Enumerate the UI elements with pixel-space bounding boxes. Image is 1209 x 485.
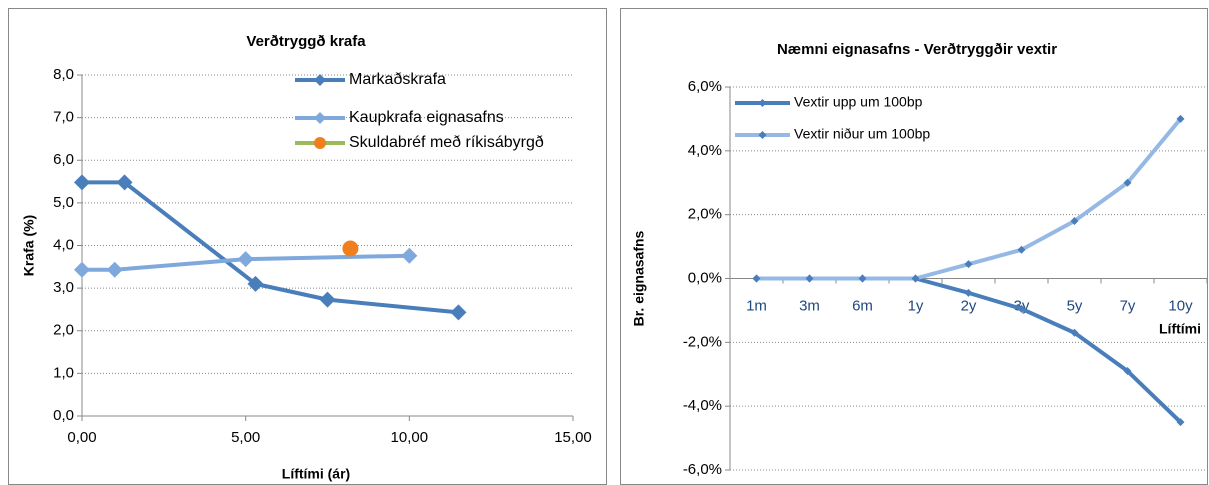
series-line <box>82 253 410 272</box>
marker <box>247 275 264 292</box>
x-axis-label: Líftími <box>1159 321 1201 337</box>
y-tick-label: 3,0 <box>53 279 74 296</box>
legend-marker <box>314 74 326 86</box>
legend-marker <box>314 112 326 124</box>
legend-label: Vextir upp um 100bp <box>794 94 923 110</box>
y-tick-label: 2,0 <box>53 322 74 339</box>
x-tick-label: 15,00 <box>554 429 592 446</box>
marker <box>964 260 973 269</box>
series-line <box>756 117 1183 281</box>
x-tick-label: 7y <box>1120 297 1136 314</box>
chart-title: Næmni eignasafns - Verðtryggðir vextir <box>777 41 1057 58</box>
series-line <box>82 180 459 315</box>
marker <box>1176 418 1185 427</box>
chart-title: Verðtryggð krafa <box>246 33 366 50</box>
x-tick-label: 10y <box>1168 297 1193 314</box>
marker <box>805 274 814 283</box>
x-tick-label: 6m <box>852 297 873 314</box>
marker <box>1017 245 1026 254</box>
y-tick-label: 4,0 <box>53 236 74 253</box>
y-tick-label: -4,0% <box>683 397 722 414</box>
y-tick-label: 6,0 <box>53 151 74 168</box>
x-tick-label: 0,00 <box>67 429 96 446</box>
marker <box>342 240 359 257</box>
legend-marker <box>314 137 326 149</box>
marker <box>237 251 254 268</box>
marker <box>1123 367 1132 376</box>
marker <box>858 274 867 283</box>
y-tick-label: 0,0 <box>53 407 74 424</box>
legend-marker <box>758 131 767 139</box>
legend-label: Vextir niður um 100bp <box>794 126 930 142</box>
x-tick-label: 5y <box>1067 297 1083 314</box>
y-tick-label: 6,0% <box>688 78 722 95</box>
y-tick-label: 8,0 <box>53 66 74 83</box>
x-tick-label: 5,00 <box>231 429 260 446</box>
legend-label: Markaðskrafa <box>349 71 446 88</box>
marker <box>401 247 418 264</box>
x-tick-label: 3m <box>799 297 820 314</box>
marker <box>964 288 973 297</box>
marker <box>106 261 123 278</box>
marker <box>116 174 133 191</box>
y-tick-label: 7,0 <box>53 109 74 126</box>
y-tick-label: 4,0% <box>688 142 722 159</box>
marker <box>911 274 920 283</box>
y-axis-label: Br. eignasafns <box>631 230 647 326</box>
y-axis-label: Krafa (%) <box>21 215 37 276</box>
marker <box>1070 217 1079 226</box>
marker <box>752 274 761 283</box>
y-tick-label: -6,0% <box>683 461 722 478</box>
marker <box>1017 304 1026 313</box>
x-tick-label: 1y <box>908 297 924 314</box>
y-tick-label: 0,0% <box>688 269 722 286</box>
marker <box>74 261 90 278</box>
x-axis-label: Líftími (ár) <box>282 466 350 482</box>
legend-label: Skuldabréf með ríkisábyrgð <box>349 134 544 151</box>
marker <box>74 174 90 191</box>
legend-marker <box>758 99 767 107</box>
y-tick-label: 5,0 <box>53 194 74 211</box>
legend-label: Kaupkrafa eignasafns <box>349 109 504 126</box>
x-tick-label: 10,00 <box>391 429 429 446</box>
marker <box>450 304 467 321</box>
x-tick-label: 1m <box>746 297 767 314</box>
marker <box>1176 114 1185 123</box>
marker <box>319 291 336 308</box>
x-tick-label: 2y <box>961 297 977 314</box>
y-tick-label: 2,0% <box>688 206 722 223</box>
y-tick-label: -2,0% <box>683 333 722 350</box>
marker <box>1123 178 1132 187</box>
y-tick-label: 1,0 <box>53 364 74 381</box>
marker <box>1070 328 1079 337</box>
